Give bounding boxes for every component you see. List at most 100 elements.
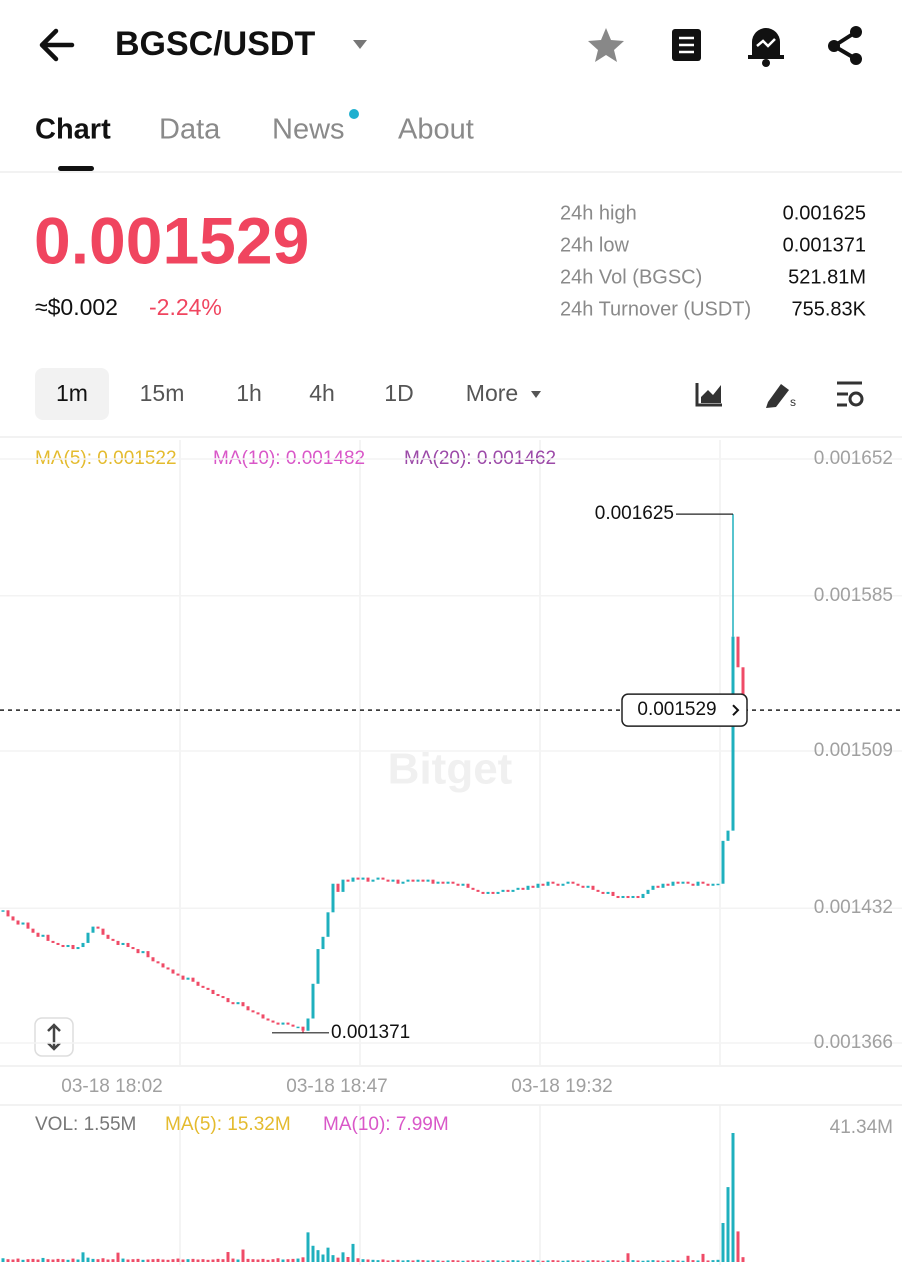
candle bbox=[641, 893, 645, 899]
volume-bar bbox=[96, 1259, 100, 1262]
settings-icon[interactable] bbox=[837, 381, 864, 407]
draw-icon[interactable]: s bbox=[766, 384, 796, 409]
doc-icon[interactable] bbox=[672, 29, 701, 61]
volume-bar bbox=[601, 1260, 605, 1262]
candle bbox=[266, 1018, 270, 1021]
interval-selected-bg bbox=[35, 368, 109, 420]
volume-bar bbox=[331, 1255, 335, 1262]
pair-title[interactable]: BGSC/USDT bbox=[115, 25, 315, 63]
pair-dropdown[interactable] bbox=[353, 40, 367, 49]
candle bbox=[66, 944, 70, 948]
indicator-icon[interactable] bbox=[695, 383, 722, 407]
candle bbox=[621, 895, 625, 899]
candle bbox=[196, 981, 200, 986]
candle bbox=[276, 1022, 280, 1025]
volume-bar bbox=[6, 1259, 10, 1262]
interval[interactable]: 1m bbox=[56, 380, 88, 406]
candle bbox=[126, 942, 130, 948]
scale-toggle[interactable] bbox=[34, 1017, 74, 1057]
volume-bar bbox=[346, 1257, 350, 1262]
last-price-label: 0.001529 bbox=[637, 699, 716, 720]
volume-bar bbox=[16, 1258, 20, 1262]
volume-bar bbox=[76, 1259, 80, 1262]
candle bbox=[721, 840, 725, 884]
volume-bar bbox=[111, 1259, 115, 1262]
usd-price: ≈$0.002 bbox=[35, 294, 118, 320]
volume-bar bbox=[136, 1258, 140, 1262]
volume-bar bbox=[231, 1258, 235, 1262]
candle bbox=[6, 910, 10, 917]
volume-bar bbox=[151, 1259, 155, 1262]
candle bbox=[226, 998, 230, 1003]
candle bbox=[306, 1018, 310, 1031]
candle bbox=[51, 940, 55, 943]
interval[interactable]: 1D bbox=[384, 380, 413, 406]
volume-bar bbox=[61, 1259, 65, 1262]
candle bbox=[506, 889, 510, 892]
candle bbox=[111, 938, 115, 941]
candle bbox=[171, 969, 175, 974]
volume-bar bbox=[171, 1259, 175, 1262]
volume-bar bbox=[316, 1250, 320, 1262]
interval[interactable]: 1h bbox=[236, 380, 262, 406]
candle bbox=[281, 1022, 285, 1025]
share-icon[interactable] bbox=[828, 26, 862, 65]
volume-bar bbox=[681, 1260, 685, 1262]
volume-bar bbox=[391, 1260, 395, 1262]
volume-bar bbox=[666, 1260, 670, 1262]
tab[interactable]: News bbox=[272, 114, 345, 146]
volume-bar bbox=[556, 1260, 560, 1262]
volume-bar bbox=[721, 1222, 725, 1262]
tab[interactable]: About bbox=[398, 114, 474, 146]
volume-bar bbox=[431, 1260, 435, 1262]
volume-bar bbox=[591, 1260, 595, 1262]
volume-bar bbox=[546, 1260, 550, 1262]
favorite-icon[interactable] bbox=[588, 28, 624, 62]
volume-bar bbox=[196, 1259, 200, 1262]
y-tick-label: 0.001652 bbox=[814, 448, 893, 469]
volume-bar bbox=[121, 1258, 125, 1262]
interval[interactable]: 4h bbox=[309, 380, 335, 406]
candle bbox=[96, 926, 100, 929]
candle bbox=[366, 877, 370, 882]
candle bbox=[371, 879, 375, 882]
candle bbox=[121, 942, 125, 945]
candle bbox=[106, 934, 110, 939]
interval[interactable]: More bbox=[466, 380, 518, 406]
volume-bar bbox=[396, 1259, 400, 1262]
candle bbox=[256, 1012, 260, 1015]
volume-bar bbox=[481, 1260, 485, 1262]
volume-bar bbox=[241, 1249, 245, 1262]
tab[interactable]: Data bbox=[159, 114, 221, 146]
volume-bar bbox=[476, 1260, 480, 1262]
stat-value: 755.83K bbox=[791, 298, 866, 320]
volume-bar bbox=[416, 1259, 420, 1262]
candle bbox=[456, 883, 460, 886]
candle bbox=[381, 877, 385, 880]
interval[interactable]: 15m bbox=[140, 380, 185, 406]
volume-bar bbox=[246, 1258, 250, 1262]
volume-bar bbox=[361, 1259, 365, 1262]
candle bbox=[116, 940, 120, 945]
candle bbox=[401, 881, 405, 884]
candle bbox=[211, 989, 215, 994]
alert-icon[interactable] bbox=[748, 28, 784, 67]
back-button[interactable] bbox=[39, 28, 75, 62]
volume-bar bbox=[456, 1260, 460, 1262]
stat-label: 24h low bbox=[560, 234, 629, 256]
candle bbox=[696, 881, 700, 886]
volume-bar bbox=[116, 1252, 120, 1262]
candle bbox=[496, 891, 500, 894]
candle bbox=[176, 973, 180, 976]
tab[interactable]: Chart bbox=[35, 114, 111, 146]
candle bbox=[586, 885, 590, 888]
vol-legend: MA(5): 15.32M bbox=[165, 1114, 291, 1135]
candle bbox=[271, 1020, 275, 1023]
candle bbox=[141, 951, 145, 954]
y-tick-label: 0.001585 bbox=[814, 585, 893, 606]
volume-bar bbox=[366, 1259, 370, 1262]
volume-bar bbox=[271, 1259, 275, 1262]
volume-bar bbox=[636, 1260, 640, 1262]
volume-bar bbox=[536, 1260, 540, 1262]
candle bbox=[481, 891, 485, 894]
